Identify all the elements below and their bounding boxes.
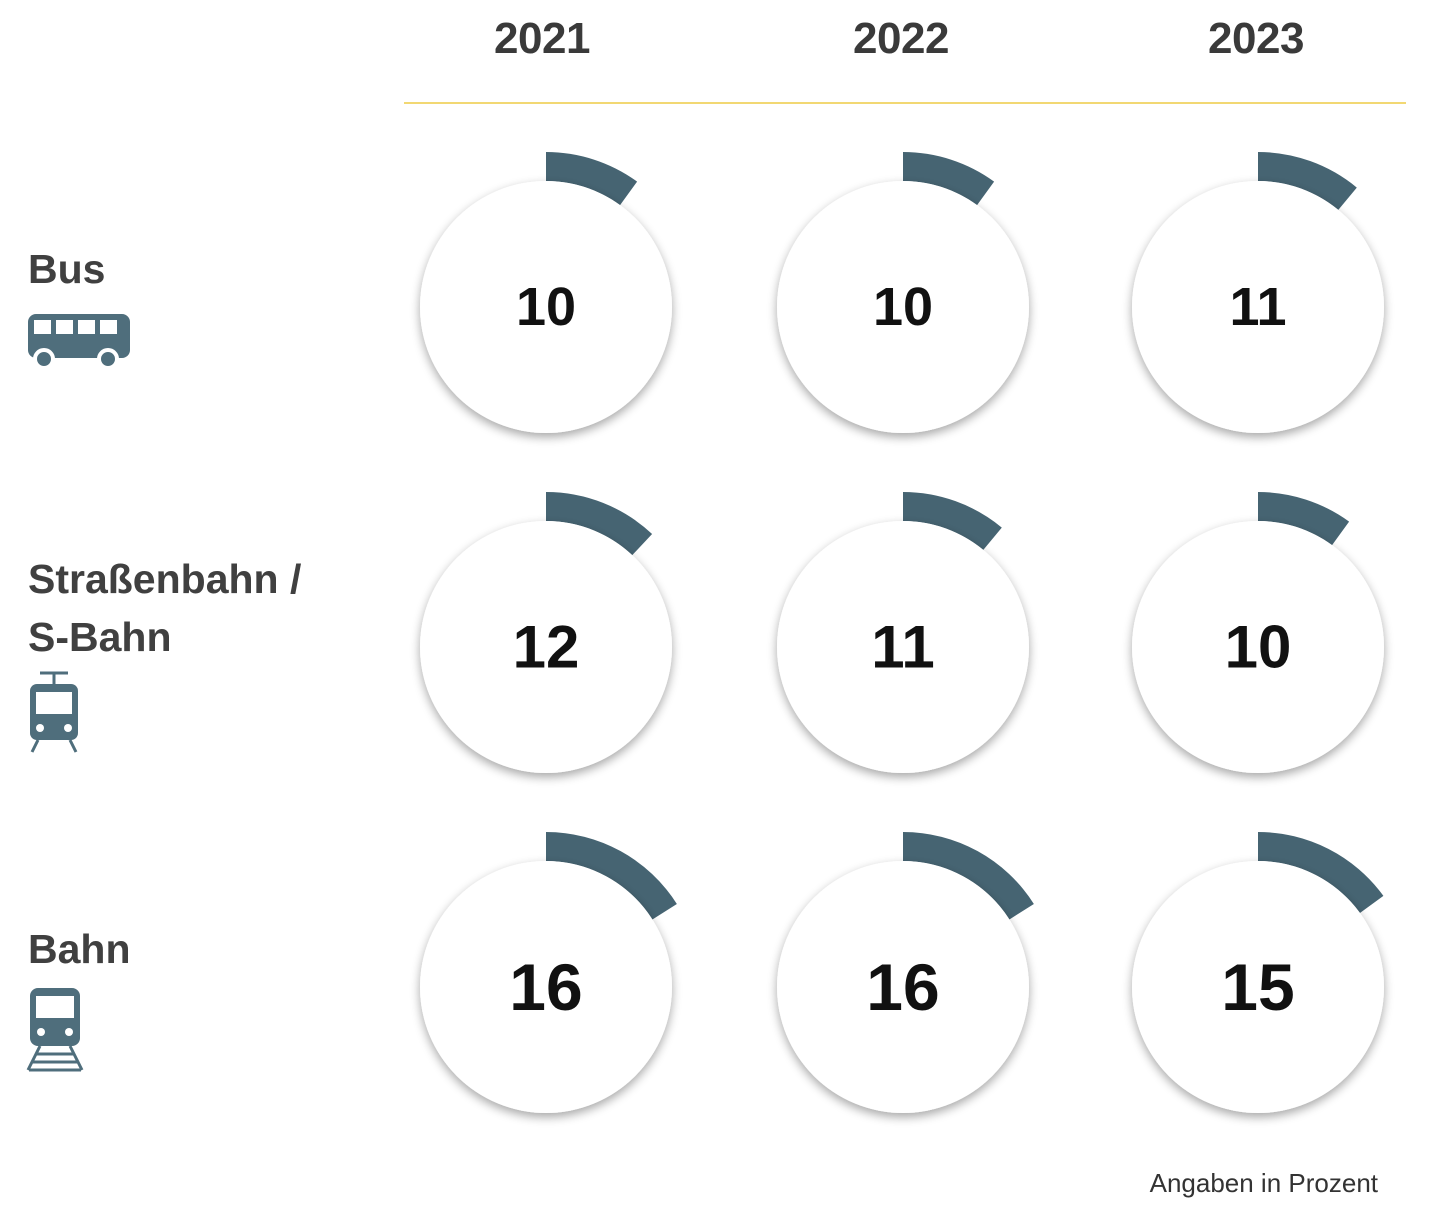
- donut-arc-Bus-2021: [546, 152, 638, 206]
- donut-arc-Bus-2022: [903, 152, 995, 206]
- row-label-bus: Bus: [28, 246, 106, 292]
- year-header-2023: 2023: [1208, 14, 1304, 63]
- donut-arc-Bahn-2021: [546, 832, 677, 920]
- donut-value-Bus-2023: 11: [1229, 277, 1286, 337]
- row-label-tram-line-1: Straßenbahn /: [28, 556, 302, 602]
- donut-circle-Straßenbahn / S-Bahn-2021: [420, 521, 672, 773]
- donut-arc-Bus-2023: [1258, 152, 1357, 210]
- donut-value-Bahn-2021: 16: [509, 950, 582, 1024]
- donut-circle-Bahn-2023: [1132, 861, 1384, 1113]
- donut-value-Straßenbahn / S-Bahn-2021: 12: [513, 614, 580, 681]
- year-header-2022: 2022: [853, 14, 949, 63]
- donut-value-Straßenbahn / S-Bahn-2022: 11: [871, 614, 934, 681]
- donut-value-Bahn-2023: 15: [1221, 950, 1294, 1024]
- header-divider: [404, 102, 1406, 104]
- donut-value-Bus-2022: 10: [873, 277, 933, 337]
- tram-icon: [30, 671, 78, 753]
- row-label-tram-line-2: S-Bahn: [28, 614, 172, 660]
- year-header-2021: 2021: [494, 14, 590, 63]
- donut-arc-Bahn-2022: [903, 832, 1034, 920]
- donut-value-Bus-2021: 10: [516, 277, 576, 337]
- donut-circle-Bus-2021: [420, 181, 672, 433]
- donut-arc-Straßenbahn / S-Bahn-2023: [1258, 492, 1350, 546]
- train-icon: [26, 988, 84, 1072]
- unit-note: Angaben in Prozent: [1149, 1168, 1378, 1198]
- donut-circle-Bahn-2021: [420, 861, 672, 1113]
- donut-circle-Bahn-2022: [777, 861, 1029, 1113]
- donut-value-Straßenbahn / S-Bahn-2023: 10: [1225, 614, 1292, 681]
- row-label-tram: Straßenbahn / S-Bahn: [28, 550, 301, 666]
- donut-value-Bahn-2022: 16: [866, 950, 939, 1024]
- donut-arc-Bahn-2023: [1258, 832, 1384, 913]
- donut-circle-Straßenbahn / S-Bahn-2023: [1132, 521, 1384, 773]
- donut-circle-Bus-2023: [1132, 181, 1384, 433]
- donut-circle-Straßenbahn / S-Bahn-2022: [777, 521, 1029, 773]
- bus-icon: [28, 314, 130, 370]
- donut-arc-Straßenbahn / S-Bahn-2021: [546, 492, 653, 556]
- row-label-bahn: Bahn: [28, 926, 131, 972]
- donut-arc-Straßenbahn / S-Bahn-2022: [903, 492, 1002, 550]
- donut-circle-Bus-2022: [777, 181, 1029, 433]
